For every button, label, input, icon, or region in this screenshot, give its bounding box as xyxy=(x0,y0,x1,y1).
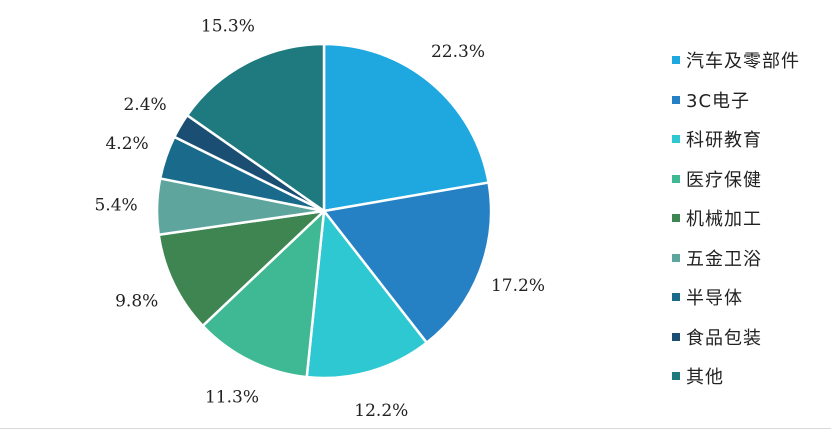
legend-label: 机械加工 xyxy=(686,209,762,230)
legend-item-6: 半导体 xyxy=(672,285,743,309)
pie-slice-0 xyxy=(322,42,490,213)
data-label-2: 12.2% xyxy=(354,401,408,421)
data-label-6: 4.2% xyxy=(105,134,148,154)
legend-swatch xyxy=(672,95,680,104)
legend-label: 五金卫浴 xyxy=(686,248,762,270)
legend-item-3: 医疗保健 xyxy=(672,167,762,191)
legend-item-5: 五金卫浴 xyxy=(672,246,762,270)
legend-swatch xyxy=(672,56,680,64)
pie-slice-8 xyxy=(185,42,326,213)
legend-label: 半导体 xyxy=(686,288,743,309)
pie-slice-3 xyxy=(201,209,326,379)
pie-slice-3c-1 xyxy=(322,181,493,344)
pie-slices xyxy=(155,42,493,380)
pie-slice-2 xyxy=(305,209,428,380)
legend-swatch xyxy=(672,135,680,143)
legend-label: 食品包装 xyxy=(686,327,762,349)
legend-item-0: 汽车及零部件 xyxy=(672,48,800,72)
legend-item-3c-1: 3C电子 xyxy=(672,88,750,112)
legend-item-4: 机械加工 xyxy=(672,206,762,230)
data-label-0: 22.3% xyxy=(431,42,485,62)
pie-slice-4 xyxy=(157,209,326,328)
data-label-3c-1: 17.2% xyxy=(491,276,545,296)
legend-swatch xyxy=(672,293,680,301)
data-label-5: 5.4% xyxy=(94,196,137,216)
bottom-divider xyxy=(0,428,831,429)
legend-label: 医疗保健 xyxy=(686,169,762,191)
data-label-7: 2.4% xyxy=(123,95,166,115)
legend-item-7: 食品包装 xyxy=(672,325,762,349)
legend-label: 3C电子 xyxy=(686,90,751,112)
pie-data-labels: 22.3% 17.2% 12.2% 11.3% 9.8% 5.4% 4.2% 2.4% 15.3… xyxy=(94,17,545,421)
legend-label: 汽车及零部件 xyxy=(686,51,800,72)
legend-item-2: 科研教育 xyxy=(672,127,762,151)
data-label-8: 15.3% xyxy=(201,17,255,37)
data-label-3: 11.3% xyxy=(205,388,259,408)
data-label-4: 9.8% xyxy=(115,292,158,312)
legend-swatch xyxy=(672,174,680,183)
legend-swatch xyxy=(672,214,680,222)
legend-swatch xyxy=(672,332,680,341)
legend-swatch xyxy=(672,253,680,262)
legend-item-8: 其他 xyxy=(672,364,724,388)
legend-label: 其他 xyxy=(686,367,724,388)
legend-label: 科研教育 xyxy=(686,130,762,151)
legend-swatch xyxy=(672,372,680,380)
